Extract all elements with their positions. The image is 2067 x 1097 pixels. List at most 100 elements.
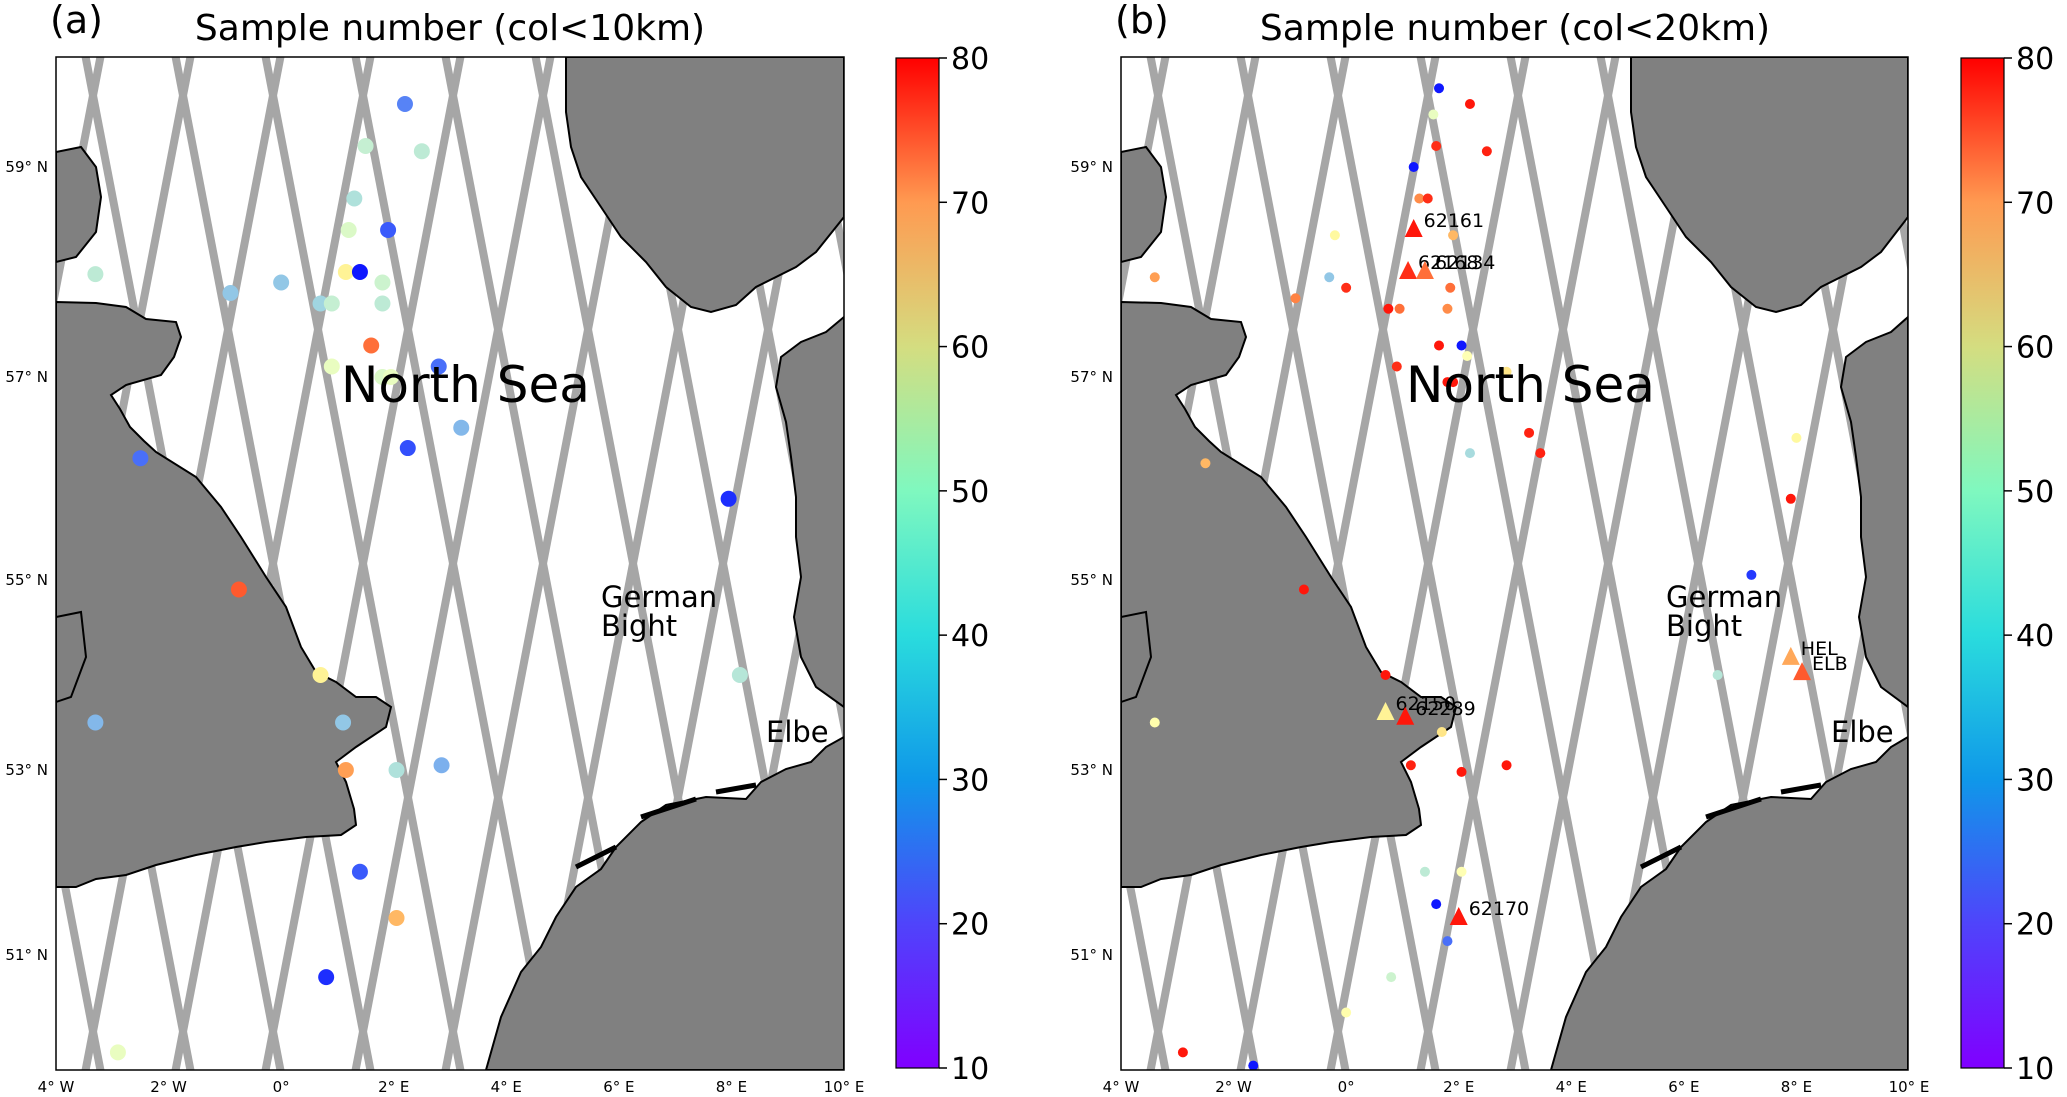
y-tick-label: 55° N	[1070, 571, 1113, 589]
map-frame	[1120, 56, 1909, 1071]
continent-coast	[1549, 735, 1908, 1070]
x-tick-label: 4° E	[1556, 1078, 1587, 1096]
river-label: Elbe	[1831, 715, 1894, 749]
station-marker	[1404, 219, 1423, 237]
station-label: ELB	[1812, 653, 1848, 675]
sample-point	[399, 440, 416, 457]
sample-point	[351, 264, 368, 280]
sample-point	[337, 264, 354, 280]
colorbar-tick-label: 30	[951, 763, 989, 798]
sample-points-b	[1149, 83, 1802, 1070]
scotland-north	[1121, 145, 1168, 264]
sample-point	[1456, 340, 1467, 351]
station-label: 62134	[1435, 252, 1495, 274]
norway-coast	[1630, 57, 1908, 314]
sample-point	[312, 295, 329, 312]
sample-point	[222, 285, 239, 301]
sample-point	[340, 222, 357, 238]
sample-point	[346, 190, 363, 207]
x-tick-label: 2° E	[1443, 1078, 1474, 1096]
sample-points-a	[87, 96, 748, 1061]
station-label: 62150	[1396, 693, 1456, 715]
colorbar-tick-label: 40	[2016, 619, 2054, 654]
x-tick-label: 4° E	[491, 1078, 522, 1096]
y-tick-label: 51° N	[1070, 946, 1113, 964]
satellite-track	[0, 7, 5, 1097]
station-marker	[1396, 706, 1415, 725]
satellite-track	[351, 57, 555, 1070]
station-marker	[1376, 702, 1395, 720]
sample-point	[396, 96, 413, 112]
sample-point	[382, 369, 399, 385]
sample-point	[1448, 377, 1459, 388]
sample-point	[318, 969, 335, 986]
sample-point	[413, 143, 430, 160]
colorbar-tick-label: 50	[951, 475, 989, 510]
colorbar-ticks-a: 80 70 60 50 40 30 20 10	[939, 42, 989, 1087]
sample-point	[323, 295, 340, 312]
sample-point	[1149, 272, 1160, 283]
y-tick-label: 53° N	[5, 761, 48, 779]
great-britain-coast	[1121, 300, 1458, 888]
x-tick-label: 6° E	[1668, 1078, 1699, 1096]
colorbar-tick-label: 80	[951, 42, 989, 77]
colorbar-tick-label: 30	[2016, 763, 2054, 798]
sample-point	[1341, 1007, 1352, 1018]
colorbar-tick-label: 10	[951, 1052, 989, 1087]
station-marker	[1793, 662, 1812, 681]
bight-label: German	[601, 580, 717, 614]
sample-point	[1394, 303, 1405, 314]
sea-label: North Sea	[1406, 356, 1655, 414]
station-marker	[1399, 261, 1418, 279]
satellite-track	[2056, 7, 2067, 1097]
sample-point	[1448, 230, 1459, 241]
sample-point	[1434, 340, 1445, 351]
sample-point	[357, 138, 374, 154]
y-tick-label: 53° N	[1070, 761, 1113, 779]
sample-point	[731, 667, 748, 683]
bight-label: Bight	[601, 609, 677, 643]
sample-point	[1383, 303, 1394, 314]
x-tick-label: 8° E	[716, 1078, 747, 1096]
panel-letter: (b)	[1115, 0, 1169, 42]
sample-point	[430, 358, 447, 375]
frisian-islands-a	[574, 782, 757, 870]
sample-point	[433, 757, 450, 774]
west-coast-fragment	[1121, 610, 1153, 704]
colorbar-gradient	[1960, 57, 2005, 1069]
sample-point	[1445, 282, 1456, 293]
x-tick-label: 2° E	[378, 1078, 409, 1096]
sample-point	[1324, 272, 1335, 283]
norway-coast	[565, 57, 844, 314]
sample-point	[323, 358, 340, 375]
sample-point	[1462, 351, 1473, 361]
satellite-track	[171, 57, 375, 1070]
sample-point	[109, 1044, 126, 1061]
station-label: 62168	[1418, 252, 1478, 274]
sample-point	[230, 581, 247, 598]
colorbar-tick-label: 50	[2016, 475, 2054, 510]
sample-point	[1341, 282, 1352, 293]
sample-point	[1149, 717, 1160, 728]
sample-point	[1535, 448, 1546, 459]
sample-point	[1329, 230, 1340, 241]
colorbar-tick-label: 20	[2016, 908, 2054, 943]
x-axis-ticks-b: 4° W 2° W 0° 2° E 4° E 6° E 8° E 10° E	[1103, 1078, 1930, 1096]
satellite-track	[1326, 57, 1530, 1070]
jutland-coast	[774, 315, 844, 709]
panel-letter: (a)	[50, 0, 103, 42]
sample-point	[1414, 193, 1425, 204]
colorbar-tick-label: 60	[2016, 331, 2054, 366]
sample-point	[337, 762, 354, 778]
colorbar-tick-label: 60	[951, 331, 989, 366]
sample-point	[374, 295, 391, 312]
station-marker	[1415, 261, 1434, 279]
colorbar-ticks-b: 80 70 60 50 40 30 20 10	[2004, 42, 2054, 1087]
sample-point	[388, 910, 405, 926]
sample-point	[1456, 866, 1467, 877]
sample-point	[363, 337, 380, 354]
colorbar-tick-label: 20	[951, 908, 989, 943]
x-tick-label: 8° E	[1781, 1078, 1812, 1096]
sample-point	[1436, 727, 1447, 737]
